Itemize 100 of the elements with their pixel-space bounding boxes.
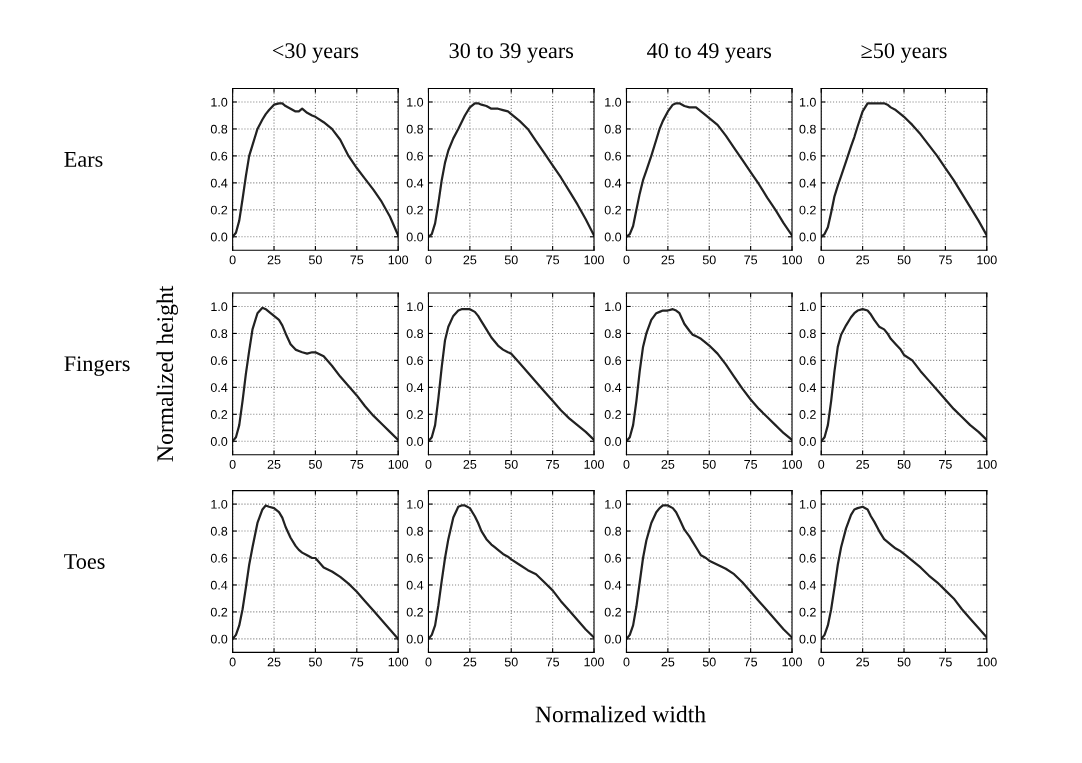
y-tick-label: 0.0	[604, 437, 622, 446]
y-tick-label: 0.8	[406, 124, 424, 134]
y-tick-label: 0.4	[799, 178, 817, 188]
x-tick-label: 50	[504, 255, 518, 265]
x-tick-label: 100	[782, 459, 802, 469]
x-tick-label: 75	[350, 255, 364, 265]
chart-title: ≥50 years	[861, 43, 947, 63]
y-tick-label: 0.2	[406, 607, 423, 617]
x-tick-label: 50	[897, 255, 911, 265]
x-tick-label: 0	[229, 459, 236, 469]
x-tick-label: 50	[308, 255, 322, 265]
y-tick-label: 0.8	[604, 526, 622, 536]
x-tick-label: 25	[267, 459, 281, 469]
x-tick-label: 100	[977, 459, 997, 469]
y-tick-label: 0.6	[406, 553, 424, 563]
x-tick-label: 0	[425, 657, 432, 667]
x-tick-label: 25	[856, 657, 870, 667]
line-series	[232, 504, 399, 640]
x-tick-label: 25	[856, 255, 870, 265]
y-tick-label: 0.4	[406, 178, 424, 188]
x-tick-label: 25	[661, 657, 675, 667]
y-tick-label: 0.2	[210, 205, 228, 215]
y-tick-label: 0.6	[799, 356, 816, 366]
y-tick-label: 0.2	[604, 410, 621, 419]
x-tick-label: 100	[977, 657, 997, 667]
line-series	[626, 504, 793, 640]
y-tick-label: 0.6	[406, 151, 424, 161]
y-tick-label: 0.8	[210, 526, 228, 536]
x-tick-label: 75	[350, 460, 364, 469]
y-tick-label: 0.8	[799, 124, 816, 134]
y-tick-label: 0.2	[799, 607, 816, 617]
y-tick-label: 0.6	[604, 356, 622, 366]
y-tick-label: 1.0	[407, 302, 424, 312]
x-tick-label: 0	[425, 459, 432, 469]
x-tick-label: 25	[267, 657, 281, 667]
x-tick-label: 50	[702, 255, 716, 265]
y-tick-label: 0.8	[406, 329, 424, 339]
line-series	[821, 102, 987, 238]
line-series	[428, 102, 595, 238]
y-tick-label: 0.6	[210, 553, 228, 563]
x-tick-label: 0	[623, 459, 630, 469]
y-tick-label: 0.0	[604, 232, 622, 242]
y-tick-label: 0.8	[210, 329, 228, 339]
x-tick-label: 50	[308, 657, 322, 667]
y-tick-label: 0.0	[406, 634, 424, 644]
y-tick-label: 0.4	[406, 580, 424, 590]
x-tick-label: 100	[388, 657, 409, 667]
y-tick-label: 1.0	[211, 302, 228, 312]
y-tick-label: 1.0	[605, 499, 622, 509]
line-series	[428, 308, 595, 443]
x-tick-label: 0	[623, 657, 630, 667]
x-tick-label: 25	[463, 255, 477, 265]
y-tick-label: 0.6	[799, 553, 816, 563]
y-tick-label: 1.0	[211, 499, 228, 509]
x-tick-label: 50	[504, 657, 518, 667]
text: Ears	[64, 152, 103, 167]
x-tick-label: 25	[661, 459, 675, 469]
y-tick-label: 0.8	[406, 526, 424, 536]
x-tick-label: 100	[584, 255, 604, 265]
x-tick-label: 25	[463, 657, 477, 667]
y-tick-label: 0.6	[210, 151, 228, 161]
y-tick-label: 0.2	[799, 205, 816, 215]
x-tick-label: 25	[463, 459, 477, 469]
y-tick-label: 0.0	[406, 437, 424, 446]
y-tick-label: 0.8	[799, 329, 816, 339]
x-tick-label: 0	[425, 255, 432, 265]
x-tick-label: 25	[267, 255, 281, 265]
text: Fingers	[64, 356, 130, 376]
x-tick-label: 100	[584, 657, 604, 667]
x-tick-label: 50	[504, 459, 518, 469]
y-tick-label: 0.0	[210, 437, 228, 446]
y-tick-label: 0.0	[210, 232, 228, 242]
chart-title: 40 to 49 years	[647, 43, 772, 63]
x-tick-label: 75	[939, 255, 952, 265]
x-tick-label: 75	[546, 460, 560, 469]
y-tick-label: 0.8	[604, 124, 622, 134]
y-tick-label: 0.6	[604, 151, 622, 161]
y-tick-label: 0.0	[406, 232, 424, 242]
y-axis-title: Normalized height	[156, 285, 178, 462]
x-axis-title: Normalized width	[535, 705, 706, 723]
line-series	[232, 102, 399, 238]
x-tick-label: 50	[897, 657, 911, 667]
y-tick-label: 1.0	[407, 499, 424, 509]
line-series	[626, 102, 793, 238]
x-tick-label: 0	[229, 657, 236, 667]
x-tick-label: 100	[388, 459, 409, 469]
y-tick-label: 0.0	[799, 437, 816, 446]
x-tick-label: 100	[782, 255, 802, 265]
y-tick-label: 0.2	[799, 410, 816, 419]
y-tick-label: 0.0	[604, 634, 622, 644]
y-tick-label: 0.6	[604, 553, 622, 563]
x-tick-label: 75	[744, 460, 758, 469]
y-tick-label: 1.0	[407, 97, 424, 107]
y-tick-label: 0.0	[210, 634, 228, 644]
y-tick-label: 0.0	[799, 634, 816, 644]
y-tick-label: 1.0	[211, 97, 228, 107]
chart-title: 30 to 39 years	[449, 43, 574, 63]
y-tick-label: 0.4	[799, 383, 817, 392]
y-tick-label: 0.6	[210, 356, 228, 366]
y-tick-label: 0.2	[406, 205, 423, 215]
